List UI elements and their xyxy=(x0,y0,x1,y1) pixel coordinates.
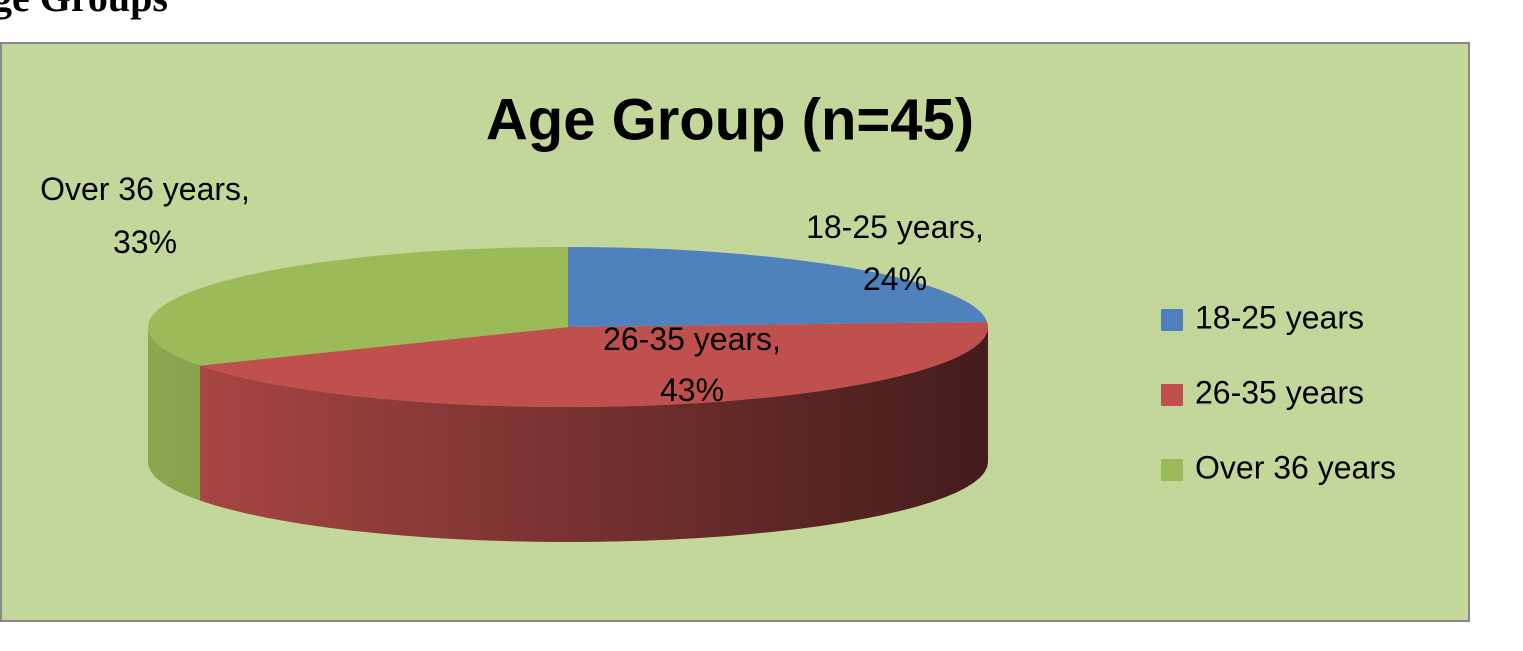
data-label-category: 26-35 years xyxy=(603,321,772,357)
data-label-separator: , xyxy=(241,171,250,207)
data-label-value: 43% xyxy=(660,372,724,408)
slice xyxy=(148,247,568,366)
data-label: 26-35 years, 43% xyxy=(603,321,781,408)
legend-swatch xyxy=(1161,459,1183,481)
data-label: 18-25 years, 24% xyxy=(806,209,984,297)
data-label-value: 24% xyxy=(863,261,927,297)
data-label: Over 36 years, 33% xyxy=(40,171,250,260)
legend-swatch xyxy=(1161,309,1183,331)
legend-label: 26-35 years xyxy=(1195,374,1364,410)
slice-side-shade xyxy=(199,327,989,542)
legend-label: Over 36 years xyxy=(1195,449,1396,485)
legend-swatch xyxy=(1161,384,1183,406)
data-label-separator: , xyxy=(975,209,984,245)
data-label-category: Over 36 years xyxy=(40,171,241,207)
slice xyxy=(199,321,989,407)
heading: ge Groups xyxy=(0,0,168,20)
legend-label: 18-25 years xyxy=(1195,299,1364,335)
slice xyxy=(568,247,988,327)
chart-title: Age Group (n=45) xyxy=(486,87,974,152)
data-label-separator: , xyxy=(772,321,781,357)
data-label-value: 33% xyxy=(113,224,177,260)
slice-side-shade xyxy=(148,327,200,501)
data-label-category: 18-25 years xyxy=(806,209,975,245)
